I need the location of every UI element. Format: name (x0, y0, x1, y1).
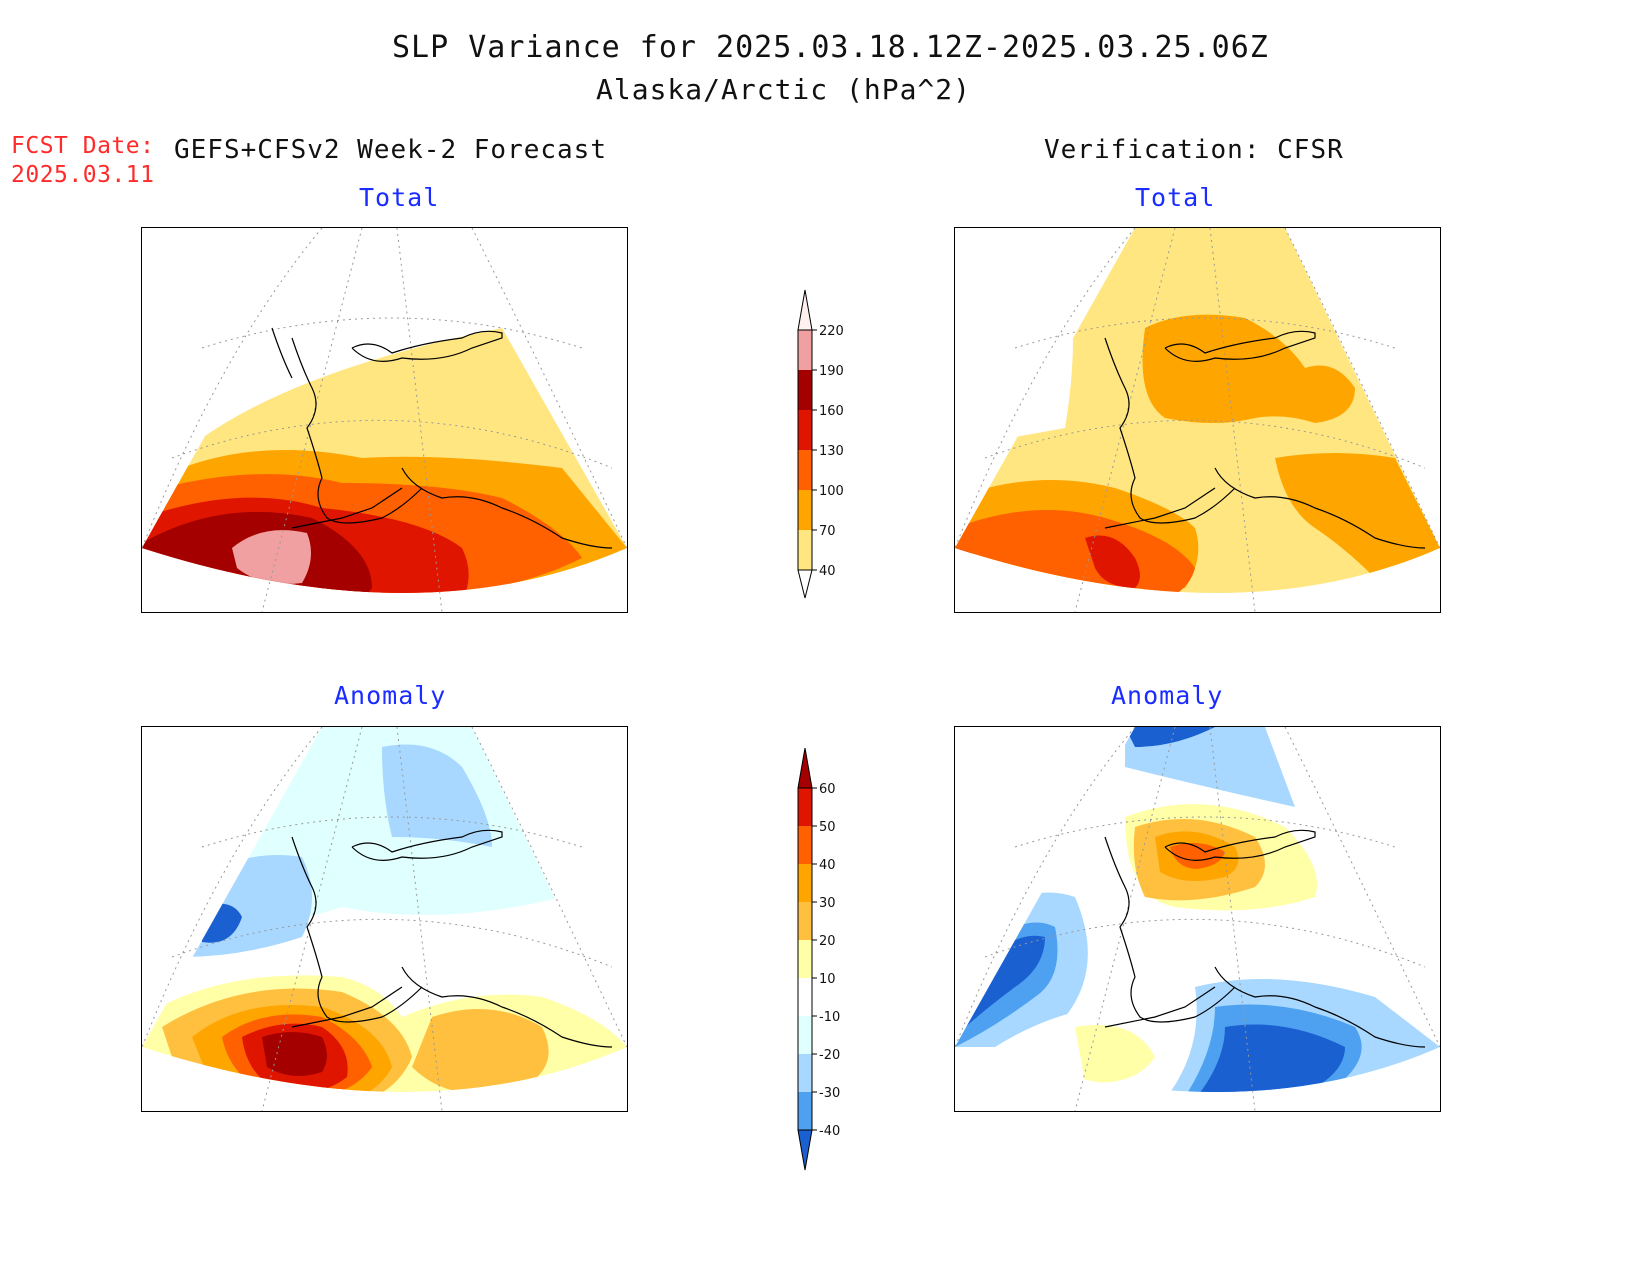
fcst-date-label: FCST Date: (11, 133, 155, 159)
colorbar-anomaly-label: 50 (819, 820, 836, 835)
colorbar-anomaly-top-tip (797, 748, 813, 789)
colorbar-total: 40 70 100 130 160 190 220 (797, 289, 844, 599)
panel-title-verification-anomaly: Anomaly (1111, 681, 1224, 710)
figure-title: SLP Variance for 2025.03.18.12Z-2025.03.… (392, 30, 1269, 65)
map-forecast-anomaly-svg (142, 727, 627, 1111)
colorbar-anomaly-swatch (798, 826, 812, 864)
colorbar-anomaly-label: -30 (819, 1086, 840, 1101)
colorbar-anomaly-swatch (798, 978, 812, 1016)
colorbar-total-label: 100 (819, 484, 844, 499)
colorbar-total-swatch (798, 530, 812, 570)
map-verification-anomaly-svg (955, 727, 1440, 1111)
colorbar-anomaly-swatch (798, 1092, 812, 1130)
colorbar-anomaly-label: 30 (819, 896, 836, 911)
colorbar-total-label: 40 (819, 564, 836, 579)
colorbar-anomaly-label: 10 (819, 972, 836, 987)
map-forecast-total (141, 227, 628, 613)
colorbar-total-label: 70 (819, 524, 836, 539)
colorbar-total-bottom-tip (797, 569, 813, 599)
colorbar-total-swatch (798, 490, 812, 530)
colorbar-anomaly: 60 50 40 30 20 10 -10 -20 -30 -40 (797, 748, 840, 1171)
colorbar-total-swatch (798, 450, 812, 490)
forecast-heading: GEFS+CFSv2 Week-2 Forecast (174, 135, 607, 165)
colorbar-total-swatch (798, 330, 812, 370)
colorbar-total-swatch (798, 370, 812, 410)
panel-title-forecast-anomaly: Anomaly (334, 681, 447, 710)
colorbar-total-label: 130 (819, 444, 844, 459)
colorbar-total-top-tip (797, 289, 813, 331)
colorbar-anomaly-label: -20 (819, 1048, 840, 1063)
colorbar-anomaly-swatch (798, 1016, 812, 1054)
colorbar-anomaly-label: 20 (819, 934, 836, 949)
colorbar-anomaly-label: -10 (819, 1010, 840, 1025)
colorbar-anomaly-swatch (798, 902, 812, 940)
colorbar-anomaly-swatch (798, 864, 812, 902)
colorbar-total-label: 220 (819, 324, 844, 339)
colorbar-anomaly-label: 60 (819, 782, 836, 797)
panel-title-forecast-total: Total (359, 183, 440, 212)
colorbar-anomaly-frame (797, 787, 813, 1131)
map-verification-total-svg (955, 228, 1440, 612)
colorbar-anomaly-swatch (798, 788, 812, 826)
map-verification-total (954, 227, 1441, 613)
figure-subtitle: Alaska/Arctic (hPa^2) (596, 73, 972, 106)
colorbar-anomaly-label: -40 (819, 1124, 840, 1139)
colorbar-total-label: 160 (819, 404, 844, 419)
map-forecast-total-svg (142, 228, 627, 612)
map-forecast-anomaly (141, 726, 628, 1112)
colorbar-anomaly-swatch (798, 1054, 812, 1092)
verification-heading: Verification: CFSR (1044, 135, 1344, 165)
colorbar-anomaly-label: 40 (819, 858, 836, 873)
colorbar-total-label: 190 (819, 364, 844, 379)
colorbar-anomaly-bottom-tip (797, 1129, 813, 1171)
colorbar-total-swatch (798, 410, 812, 450)
map-verification-anomaly (954, 726, 1441, 1112)
panel-title-verification-total: Total (1135, 183, 1216, 212)
fcst-date-value: 2025.03.11 (11, 162, 155, 188)
colorbar-anomaly-swatch (798, 940, 812, 978)
